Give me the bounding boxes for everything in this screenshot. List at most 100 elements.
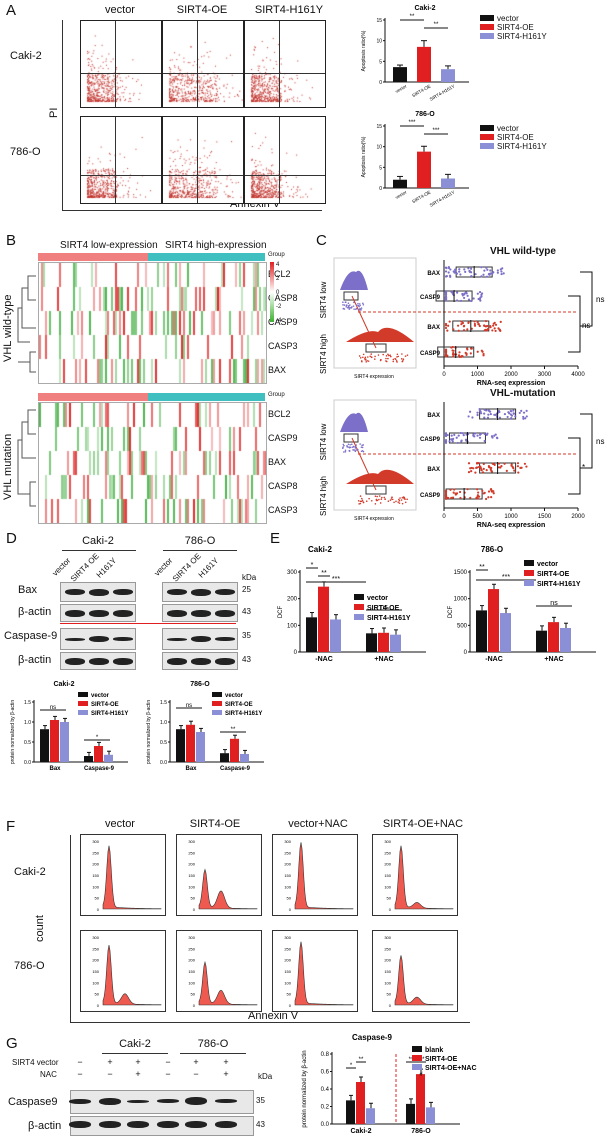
dot xyxy=(489,269,492,272)
gate-vertical xyxy=(279,117,280,203)
dot xyxy=(485,409,488,412)
dot xyxy=(494,413,498,417)
legend-swatch xyxy=(412,1055,422,1061)
sig-label: ns xyxy=(186,703,192,709)
legend-swatch xyxy=(412,1064,422,1070)
dot xyxy=(478,433,482,436)
sig-label: ns xyxy=(380,604,388,611)
dot xyxy=(362,353,365,356)
x-tick-label: +NAC xyxy=(544,656,563,663)
g-sign-nac: − xyxy=(193,1069,199,1079)
legend-swatch xyxy=(212,701,222,706)
panel-g-label: G xyxy=(6,1035,18,1052)
legend-label: SIRT4-OE xyxy=(225,702,253,708)
y-label: Apoptosis ratio(%) xyxy=(361,136,367,177)
panel-a-x-arrow xyxy=(62,210,322,211)
box-low xyxy=(343,433,359,443)
dot xyxy=(364,356,367,359)
dot xyxy=(343,308,346,310)
gene-bcl2: BCL2 xyxy=(268,409,291,419)
f-hist-curve xyxy=(102,845,162,910)
density-low xyxy=(340,412,368,432)
gene-casp9: CASP9 xyxy=(268,317,298,327)
dot xyxy=(485,266,488,269)
dot xyxy=(492,490,495,493)
g-row-sirt4: SIRT4 vector xyxy=(12,1058,59,1067)
d-cell-786o: 786-O xyxy=(184,535,216,547)
dot xyxy=(476,494,479,497)
dot xyxy=(349,307,352,309)
f-y-tick: 0 xyxy=(193,1003,196,1008)
g-kda: kDa xyxy=(258,1072,273,1081)
dot xyxy=(467,415,470,418)
dot xyxy=(462,434,465,437)
y-label: DCF xyxy=(448,606,454,619)
y-label: Apoptosis ratio(%) xyxy=(361,30,367,71)
dot xyxy=(512,412,515,415)
dot xyxy=(478,290,482,294)
flow-plot xyxy=(80,20,162,108)
f-y-tick: 150 xyxy=(188,873,195,878)
g-sign-sirt4: − xyxy=(77,1057,83,1067)
dot xyxy=(368,497,370,500)
g-band-actin xyxy=(215,1121,237,1128)
dot xyxy=(369,355,371,358)
dot xyxy=(378,495,381,497)
dot xyxy=(483,439,486,443)
y-tick-label: 1.0 xyxy=(160,720,167,726)
y-tick-label: 15 xyxy=(376,18,382,24)
bar xyxy=(50,720,59,762)
g-sign-sirt4: + xyxy=(135,1057,141,1067)
dot xyxy=(458,270,461,273)
sig-label: ns xyxy=(596,437,604,446)
dot xyxy=(353,308,355,310)
dot xyxy=(360,307,363,309)
d-blot xyxy=(60,582,136,602)
dot xyxy=(466,328,469,331)
f-y-tick: 250 xyxy=(284,850,291,855)
dot xyxy=(464,270,467,273)
dot xyxy=(444,350,448,354)
dot xyxy=(459,431,462,435)
sig-label: ns xyxy=(50,705,56,711)
dot xyxy=(400,358,403,360)
dot xyxy=(401,502,404,505)
f-y-tick: 150 xyxy=(384,969,391,974)
d-band xyxy=(191,609,211,617)
bar xyxy=(230,738,239,762)
dot xyxy=(392,360,395,363)
dot xyxy=(505,469,508,472)
dot xyxy=(486,432,489,435)
f-y-tick: 150 xyxy=(188,969,195,974)
f-hist-svg: 300 250 200 150 100 50 0 xyxy=(284,839,354,912)
dot xyxy=(360,446,363,448)
dot xyxy=(358,309,361,311)
dot xyxy=(520,466,523,469)
dot xyxy=(456,324,460,327)
panel-c-mut: SIRT4 low SIRT4 high SIRT4 expression BAX CA… xyxy=(319,399,604,529)
f-y-tick: 50 xyxy=(387,896,392,901)
legend-swatch xyxy=(78,710,88,715)
d-band xyxy=(215,609,235,617)
dot xyxy=(522,411,526,414)
dot xyxy=(492,324,495,327)
x-tick-label: Caki-2 xyxy=(350,1128,371,1135)
genes-mut: BCL2 CASP9 BAX CASP8 CASP3 xyxy=(268,402,298,522)
bar xyxy=(346,1100,355,1124)
dot xyxy=(466,294,469,297)
dot xyxy=(494,329,497,333)
f-hist-curve xyxy=(294,842,354,910)
dot xyxy=(466,348,469,351)
y-tick-label: 0.4 xyxy=(321,1087,330,1093)
dot xyxy=(478,324,481,328)
dot xyxy=(383,496,386,499)
dot xyxy=(360,450,363,453)
dot xyxy=(510,410,513,413)
f-y-tick: 250 xyxy=(384,850,391,855)
sig-label: *** xyxy=(432,128,440,134)
d-band xyxy=(89,657,109,665)
box-low xyxy=(343,291,359,301)
y-tick-label: 15 xyxy=(376,124,382,130)
d-band xyxy=(215,637,235,641)
y-tick-label: 0.0 xyxy=(160,760,167,766)
